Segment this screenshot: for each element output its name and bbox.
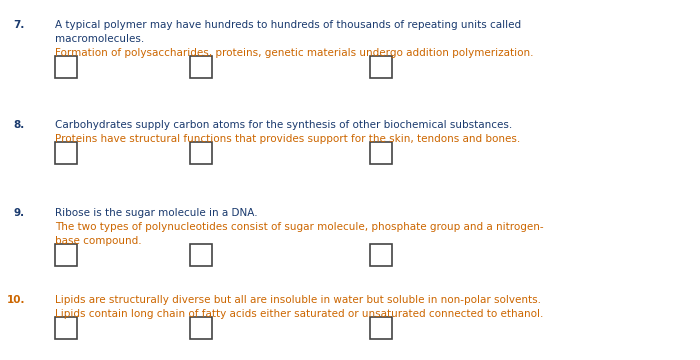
Text: 7.: 7.: [13, 20, 25, 30]
Bar: [370, 317, 392, 339]
Text: Ribose is the sugar molecule in a DNA.: Ribose is the sugar molecule in a DNA.: [55, 208, 258, 218]
Text: 9.: 9.: [14, 208, 25, 218]
Bar: [190, 56, 212, 78]
Bar: [190, 142, 212, 164]
Text: Carbohydrates supply carbon atoms for the synthesis of other biochemical substan: Carbohydrates supply carbon atoms for th…: [55, 120, 512, 130]
Text: 10.: 10.: [6, 295, 25, 305]
Bar: [55, 56, 77, 78]
Bar: [55, 244, 77, 266]
Text: Formation of polysaccharides, proteins, genetic materials undergo addition polym: Formation of polysaccharides, proteins, …: [55, 48, 533, 58]
Text: Lipids contain long chain of fatty acids either saturated or unsaturated connect: Lipids contain long chain of fatty acids…: [55, 309, 543, 319]
Text: The two types of polynucleotides consist of sugar molecule, phosphate group and : The two types of polynucleotides consist…: [55, 222, 544, 232]
Bar: [370, 56, 392, 78]
Bar: [55, 317, 77, 339]
Text: base compound.: base compound.: [55, 236, 141, 246]
Bar: [55, 142, 77, 164]
Text: macromolecules.: macromolecules.: [55, 34, 144, 44]
Bar: [370, 142, 392, 164]
Bar: [190, 317, 212, 339]
Text: Lipids are structurally diverse but all are insoluble in water but soluble in no: Lipids are structurally diverse but all …: [55, 295, 541, 305]
Bar: [370, 244, 392, 266]
Bar: [190, 244, 212, 266]
Text: 8.: 8.: [14, 120, 25, 130]
Text: A typical polymer may have hundreds to hundreds of thousands of repeating units : A typical polymer may have hundreds to h…: [55, 20, 521, 30]
Text: Proteins have structural functions that provides support for the skin, tendons a: Proteins have structural functions that …: [55, 134, 520, 144]
